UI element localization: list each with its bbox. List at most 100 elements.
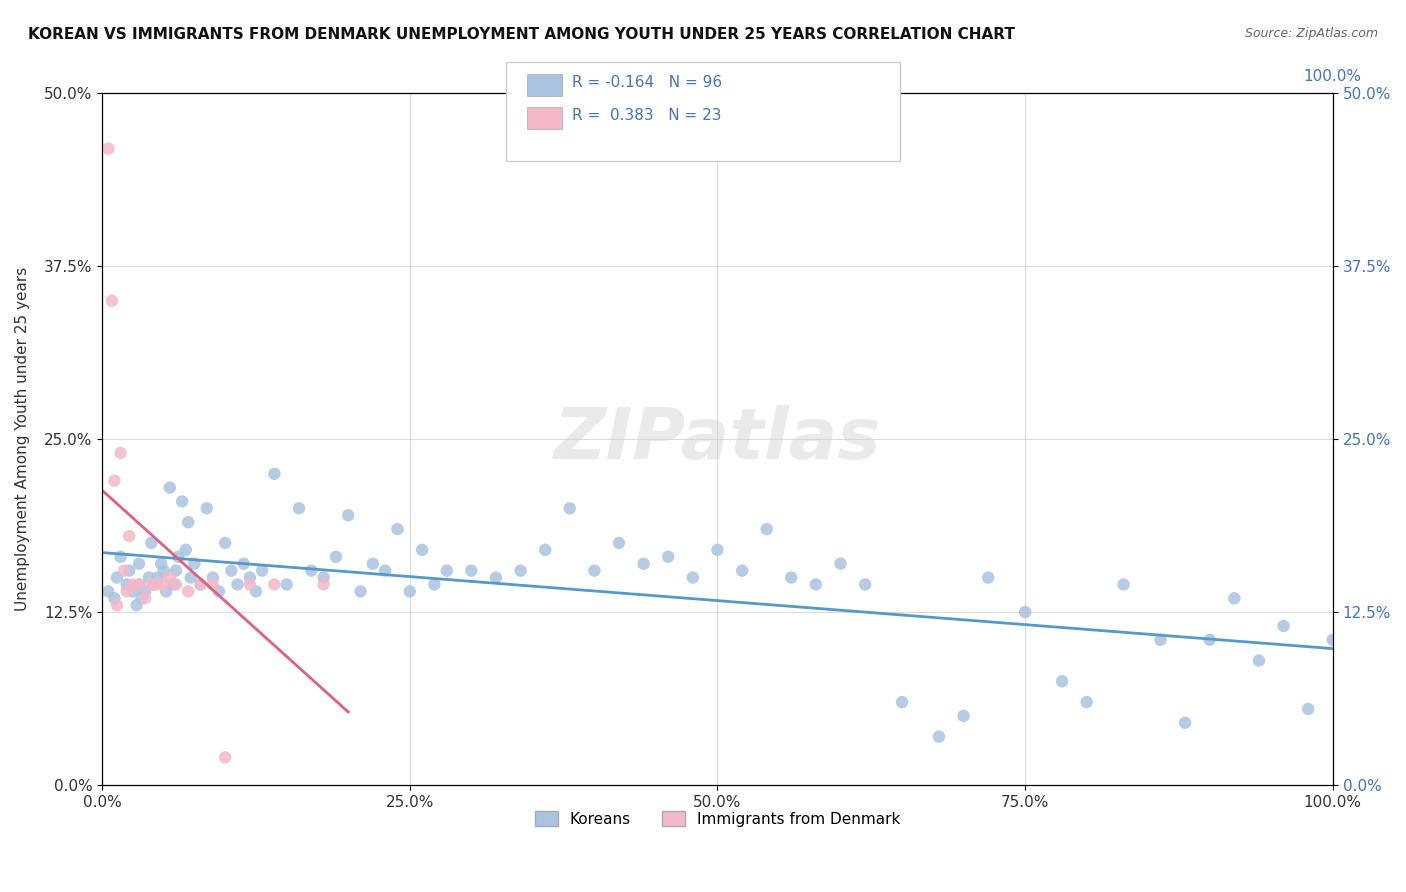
Point <box>1296 702 1319 716</box>
Point <box>977 570 1000 584</box>
Point <box>312 570 335 584</box>
Point <box>232 557 254 571</box>
Point <box>172 494 194 508</box>
Point <box>159 570 181 584</box>
Point <box>952 709 974 723</box>
Point <box>122 577 145 591</box>
Point <box>387 522 409 536</box>
Point <box>128 577 150 591</box>
Point <box>245 584 267 599</box>
Point <box>830 557 852 571</box>
Point <box>263 577 285 591</box>
Text: KOREAN VS IMMIGRANTS FROM DENMARK UNEMPLOYMENT AMONG YOUTH UNDER 25 YEARS CORREL: KOREAN VS IMMIGRANTS FROM DENMARK UNEMPL… <box>28 27 1015 42</box>
Point <box>349 584 371 599</box>
Point <box>299 564 322 578</box>
Point <box>103 474 125 488</box>
Text: ZIPatlas: ZIPatlas <box>554 405 882 474</box>
Point <box>633 557 655 571</box>
Point <box>509 564 531 578</box>
Point <box>138 570 160 584</box>
Point <box>141 536 163 550</box>
Point <box>226 577 249 591</box>
Text: R =  0.383   N = 23: R = 0.383 N = 23 <box>572 108 721 122</box>
Point <box>131 591 153 606</box>
Point <box>607 536 630 550</box>
Point <box>159 481 181 495</box>
Point <box>337 508 360 523</box>
Point <box>928 730 950 744</box>
Point <box>150 557 173 571</box>
Point <box>411 542 433 557</box>
Point <box>250 564 273 578</box>
Point <box>180 570 202 584</box>
Point <box>780 570 803 584</box>
Y-axis label: Unemployment Among Youth under 25 years: Unemployment Among Youth under 25 years <box>15 267 30 611</box>
Point <box>146 577 169 591</box>
Point <box>134 584 156 599</box>
Point <box>1198 632 1220 647</box>
Point <box>118 529 141 543</box>
Point <box>128 557 150 571</box>
Point <box>122 584 145 599</box>
Point <box>110 549 132 564</box>
Point <box>115 577 138 591</box>
Point <box>1014 605 1036 619</box>
Point <box>128 577 150 591</box>
Point <box>361 557 384 571</box>
Point <box>436 564 458 578</box>
Point <box>112 564 135 578</box>
Point <box>134 591 156 606</box>
Point <box>177 584 200 599</box>
Point <box>110 446 132 460</box>
Point <box>221 564 243 578</box>
Point <box>804 577 827 591</box>
Point <box>165 577 187 591</box>
Point <box>201 577 224 591</box>
Point <box>165 564 187 578</box>
Point <box>142 577 165 591</box>
Legend: Koreans, Immigrants from Denmark: Koreans, Immigrants from Denmark <box>529 805 907 833</box>
Point <box>97 584 120 599</box>
Text: R = -0.164   N = 96: R = -0.164 N = 96 <box>572 75 723 89</box>
Point <box>276 577 298 591</box>
Point <box>208 584 231 599</box>
Point <box>706 542 728 557</box>
Point <box>190 577 212 591</box>
Point <box>97 142 120 156</box>
Point <box>152 564 174 578</box>
Point <box>152 577 174 591</box>
Point <box>214 750 236 764</box>
Point <box>146 570 169 584</box>
Point <box>101 293 124 308</box>
Point <box>460 564 482 578</box>
Point <box>103 591 125 606</box>
Point <box>125 598 148 612</box>
Point <box>167 549 190 564</box>
Point <box>1112 577 1135 591</box>
Point <box>118 564 141 578</box>
Point <box>1050 674 1073 689</box>
Point <box>853 577 876 591</box>
Point <box>731 564 754 578</box>
Point <box>195 501 218 516</box>
Point <box>263 467 285 481</box>
Point <box>174 542 197 557</box>
Point <box>657 549 679 564</box>
Point <box>141 577 163 591</box>
Point <box>115 584 138 599</box>
Point <box>755 522 778 536</box>
Point <box>1223 591 1246 606</box>
Point <box>201 570 224 584</box>
Point <box>423 577 446 591</box>
Point <box>214 536 236 550</box>
Point <box>183 557 205 571</box>
Point <box>239 570 262 584</box>
Point <box>1272 619 1295 633</box>
Point <box>1322 632 1344 647</box>
Point <box>162 577 184 591</box>
Point <box>682 570 704 584</box>
Point <box>105 570 128 584</box>
Point <box>288 501 311 516</box>
Point <box>190 577 212 591</box>
Point <box>891 695 914 709</box>
